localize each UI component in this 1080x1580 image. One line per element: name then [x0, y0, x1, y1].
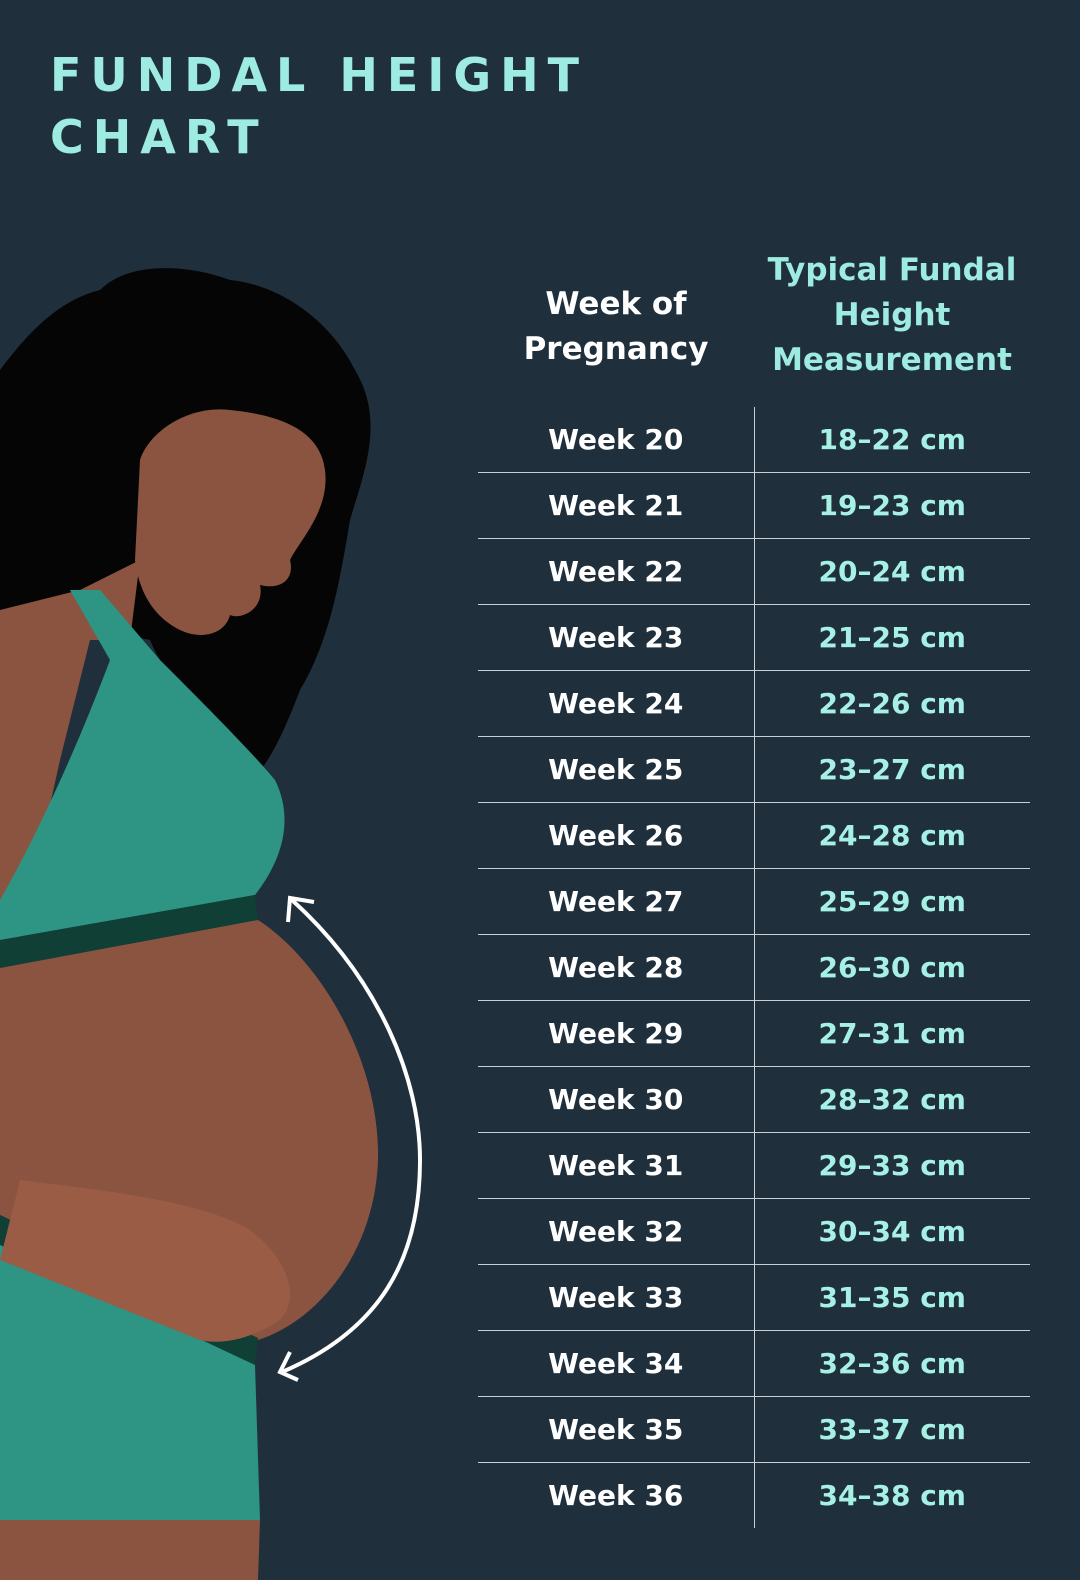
measurement-cell: 29–33 cm — [818, 1149, 966, 1182]
week-cell: Week 25 — [478, 737, 755, 802]
week-cell: Week 29 — [478, 1001, 755, 1066]
table-row: Week 23 21–25 cm — [478, 605, 1030, 671]
leg — [0, 1520, 260, 1580]
hand — [0, 1180, 290, 1342]
week-cell: Week 32 — [478, 1199, 755, 1264]
table-row: Week 21 19–23 cm — [478, 473, 1030, 539]
measurement-cell: 28–32 cm — [818, 1083, 966, 1116]
table-row: Week 35 33–37 cm — [478, 1397, 1030, 1463]
week-cell: Week 22 — [478, 539, 755, 604]
table-row: Week 36 34–38 cm — [478, 1463, 1030, 1528]
measurement-cell: 30–34 cm — [818, 1215, 966, 1248]
table-row: Week 29 27–31 cm — [478, 1001, 1030, 1067]
week-cell: Week 23 — [478, 605, 755, 670]
arrow-head — [286, 895, 315, 923]
measurement-cell: 27–31 cm — [818, 1017, 966, 1050]
table-row: Week 26 24–28 cm — [478, 803, 1030, 869]
table-row: Week 25 23–27 cm — [478, 737, 1030, 803]
measurement-cell: 22–26 cm — [818, 687, 966, 720]
measurement-cell: 31–35 cm — [818, 1281, 966, 1314]
table-body: Week 20 18–22 cm Week 21 19–23 cm Week 22 20–… — [478, 407, 1030, 1528]
table-row: Week 28 26–30 cm — [478, 935, 1030, 1001]
table-row: Week 33 31–35 cm — [478, 1265, 1030, 1331]
measurement-cell: 24–28 cm — [818, 819, 966, 852]
band-top — [0, 895, 258, 968]
measurement-cell: 20–24 cm — [818, 555, 966, 588]
week-cell: Week 24 — [478, 671, 755, 736]
week-cell: Week 28 — [478, 935, 755, 1000]
table-row: Week 32 30–34 cm — [478, 1199, 1030, 1265]
measurement-cell: 25–29 cm — [818, 885, 966, 918]
measurement-cell: 23–27 cm — [818, 753, 966, 786]
measurement-cell: 26–30 cm — [818, 951, 966, 984]
week-cell: Week 31 — [478, 1133, 755, 1198]
measure-arrow — [281, 898, 423, 1374]
top — [0, 590, 285, 940]
table-row: Week 22 20–24 cm — [478, 539, 1030, 605]
week-cell: Week 36 — [478, 1463, 755, 1528]
title: FUNDAL HEIGHT CHART — [50, 48, 589, 164]
face — [135, 409, 326, 635]
measurement-cell: 33–37 cm — [818, 1413, 966, 1446]
week-cell: Week 21 — [478, 473, 755, 538]
week-cell: Week 26 — [478, 803, 755, 868]
shorts — [0, 1245, 260, 1520]
week-cell: Week 35 — [478, 1397, 755, 1462]
column-header: Typical Fundal Height Measurement — [767, 251, 1017, 378]
week-cell: Week 30 — [478, 1067, 755, 1132]
table-row: Week 20 18–22 cm — [478, 407, 1030, 473]
measurement-cell: 32–36 cm — [818, 1347, 966, 1380]
week-cell: Week 34 — [478, 1331, 755, 1396]
arrow-head — [277, 1351, 299, 1382]
week-cell: Week 33 — [478, 1265, 755, 1330]
table-row: Week 30 28–32 cm — [478, 1067, 1030, 1133]
table-row: Week 34 32–36 cm — [478, 1331, 1030, 1397]
column-header: Week of Pregnancy — [523, 286, 709, 367]
table-row: Week 31 29–33 cm — [478, 1133, 1030, 1199]
measurement-cell: 34–38 cm — [818, 1479, 966, 1512]
table-row: Week 27 25–29 cm — [478, 869, 1030, 935]
measurement-cell: 18–22 cm — [818, 423, 966, 456]
illustration — [0, 268, 423, 1580]
week-cell: Week 20 — [478, 407, 755, 472]
table-row: Week 24 22–26 cm — [478, 671, 1030, 737]
measurement-cell: 21–25 cm — [818, 621, 966, 654]
measurement-cell: 19–23 cm — [818, 489, 966, 522]
week-cell: Week 27 — [478, 869, 755, 934]
